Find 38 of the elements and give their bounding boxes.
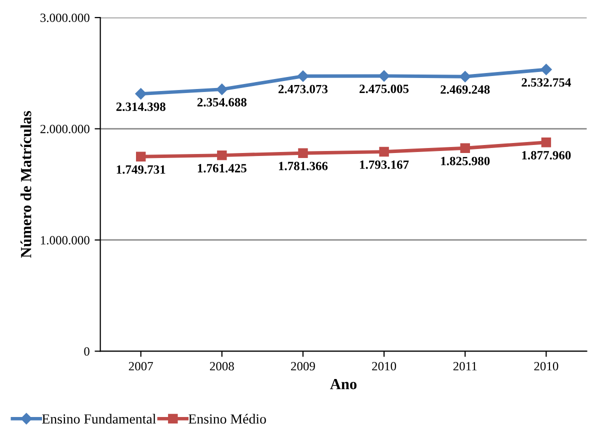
data-label: 2.475.005 (360, 84, 409, 94)
data-label: 1.877.960 (522, 151, 571, 160)
y-tick-label: 0 (84, 347, 90, 356)
point (378, 70, 390, 82)
point (540, 64, 552, 76)
point (298, 148, 308, 158)
point (297, 70, 309, 82)
data-label: 1.749.731 (116, 165, 166, 174)
point (460, 70, 471, 82)
legend-label: Ensino Médio (188, 414, 266, 424)
x-tick-label: 2010 (372, 362, 396, 370)
point (135, 88, 146, 100)
y-tick-label: 2.000.000 (40, 124, 90, 134)
data-label: 2.473.073 (278, 84, 328, 94)
point (217, 150, 227, 160)
point (460, 143, 470, 153)
y-axis-title: Número de Matrículas (20, 111, 32, 258)
y-tick-label: 3.000.000 (40, 14, 90, 22)
x-tick-label: 2010 (534, 362, 558, 370)
data-label: 2.532.754 (522, 78, 571, 87)
x-tick-label: 2007 (128, 362, 153, 370)
data-label: 2.354.688 (197, 98, 247, 107)
x-tick-label: 2008 (210, 362, 234, 370)
point (379, 146, 389, 157)
data-label: 2.469.248 (440, 85, 490, 94)
y-tick-label: 1.000.000 (41, 236, 90, 244)
point (136, 152, 146, 162)
data-label: 2.314.398 (116, 102, 166, 111)
x-tick-label: 2011 (453, 362, 477, 370)
x-axis-title: Ano (330, 379, 357, 390)
data-label: 1.761.425 (198, 164, 246, 172)
point (541, 137, 552, 148)
point (216, 84, 228, 95)
x-tick-label: 2009 (291, 362, 315, 370)
data-label: 1.793.167 (360, 160, 409, 169)
data-label: 1.781.366 (278, 162, 328, 170)
legend-label: Ensino Fundamental (42, 414, 156, 424)
data-label: 1.825.980 (441, 156, 490, 166)
